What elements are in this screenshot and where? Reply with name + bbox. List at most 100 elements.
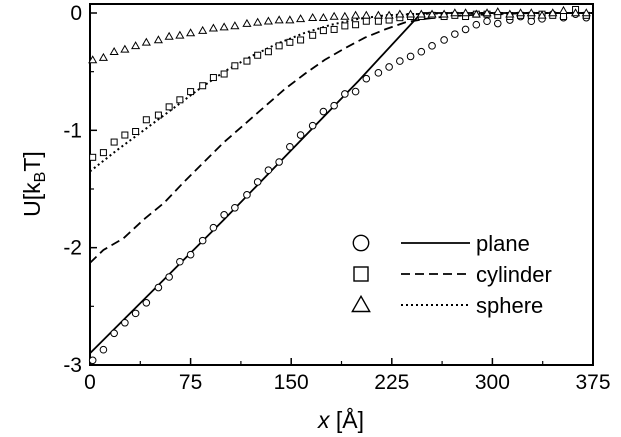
triangle-point [296, 14, 306, 23]
circle-point [319, 107, 328, 116]
circle-point [253, 178, 262, 186]
triangle-point [505, 9, 515, 18]
circle-point [198, 236, 207, 245]
circle-point [493, 19, 502, 28]
x-axis-unit: [Å] [329, 406, 364, 433]
triangle-point [439, 9, 449, 18]
circle-point [451, 30, 459, 38]
circle-point [351, 87, 360, 96]
square-point [199, 82, 207, 90]
circle-point [231, 203, 239, 212]
circle-point [417, 47, 426, 56]
circle-point [341, 90, 349, 98]
triangle-point [164, 31, 174, 40]
circle-point [428, 42, 436, 50]
legend-label-plane: plane [476, 231, 530, 256]
triangle-point [308, 12, 318, 21]
triangle-point [242, 18, 252, 27]
triangle-point [570, 8, 581, 17]
circle-point [296, 131, 305, 139]
x-tick-label: 75 [179, 371, 202, 394]
circle-point [99, 345, 108, 354]
square-point [243, 57, 251, 65]
triangle-point [416, 9, 426, 18]
circle-point [220, 211, 228, 219]
triangle-point [208, 23, 218, 32]
circle-point [330, 101, 338, 110]
x-tick-label: 0 [84, 371, 96, 394]
triangle-point [153, 35, 163, 44]
square-point [209, 74, 217, 82]
y-tick-label: -3 [63, 354, 82, 377]
series-points [88, 5, 591, 365]
y-tick-label: -2 [63, 237, 82, 260]
triangle-point [141, 37, 151, 46]
circle-point [131, 309, 140, 318]
triangle-point [329, 11, 339, 20]
triangle-point [198, 25, 208, 34]
triangle-point [98, 52, 108, 61]
triangle-point [537, 10, 547, 19]
triangle-point [318, 12, 328, 21]
square-point [132, 128, 140, 136]
square-point [231, 62, 239, 70]
triangle-point [581, 8, 591, 17]
y-tick-label: -1 [63, 119, 82, 142]
circle-point [165, 273, 173, 281]
square-point [286, 38, 294, 46]
triangle-point [186, 28, 196, 37]
triangle-point [493, 7, 503, 16]
triangle-point [471, 9, 481, 18]
triangle-point [175, 30, 185, 39]
square-point [110, 138, 118, 146]
square-point [319, 27, 327, 35]
square-point [89, 153, 97, 161]
circle-point [385, 63, 393, 71]
triangle-point [285, 15, 295, 24]
triangle-point [274, 15, 284, 24]
square-point [99, 149, 107, 157]
triangle-point [395, 9, 405, 18]
circle-point [483, 17, 491, 26]
triangle-point [340, 11, 350, 20]
circle-point [440, 36, 448, 44]
circle-point [396, 57, 404, 65]
circle-point [527, 17, 536, 26]
square-point [341, 22, 349, 30]
triangle-point [384, 10, 394, 19]
circle-point [308, 121, 317, 130]
triangle-point [373, 10, 383, 19]
circle-point [121, 318, 129, 327]
circle-point [88, 356, 97, 365]
circle-point [286, 142, 294, 151]
square-point [330, 25, 338, 33]
triangle-point [515, 8, 526, 17]
y-axis-sub: B [32, 172, 49, 183]
y-axis-end: T] [19, 151, 45, 171]
triangle-point [450, 8, 460, 17]
circle-point [110, 329, 118, 338]
triangle-point [548, 8, 558, 17]
square-point [275, 42, 283, 50]
legend-marker-sphere [351, 294, 371, 313]
square-point [362, 17, 370, 25]
triangle-point [361, 10, 371, 19]
circle-point [176, 257, 184, 266]
square-point [297, 36, 305, 44]
triangle-point [558, 5, 569, 14]
circle-point [264, 166, 273, 175]
square-point [121, 131, 129, 139]
legend-marker-cylinder [353, 266, 369, 282]
circle-point [406, 52, 415, 61]
circle-point [186, 250, 195, 259]
circle-point [209, 223, 218, 232]
square-point [165, 103, 173, 111]
legend: plane cylinder sphere [351, 231, 552, 318]
triangle-point [131, 41, 141, 50]
square-point [142, 116, 150, 124]
triangle-point [230, 21, 240, 30]
square-point [559, 13, 567, 21]
x-tick-label: 375 [575, 371, 610, 394]
axis-ticks [89, 12, 594, 366]
triangle-point [88, 55, 98, 64]
